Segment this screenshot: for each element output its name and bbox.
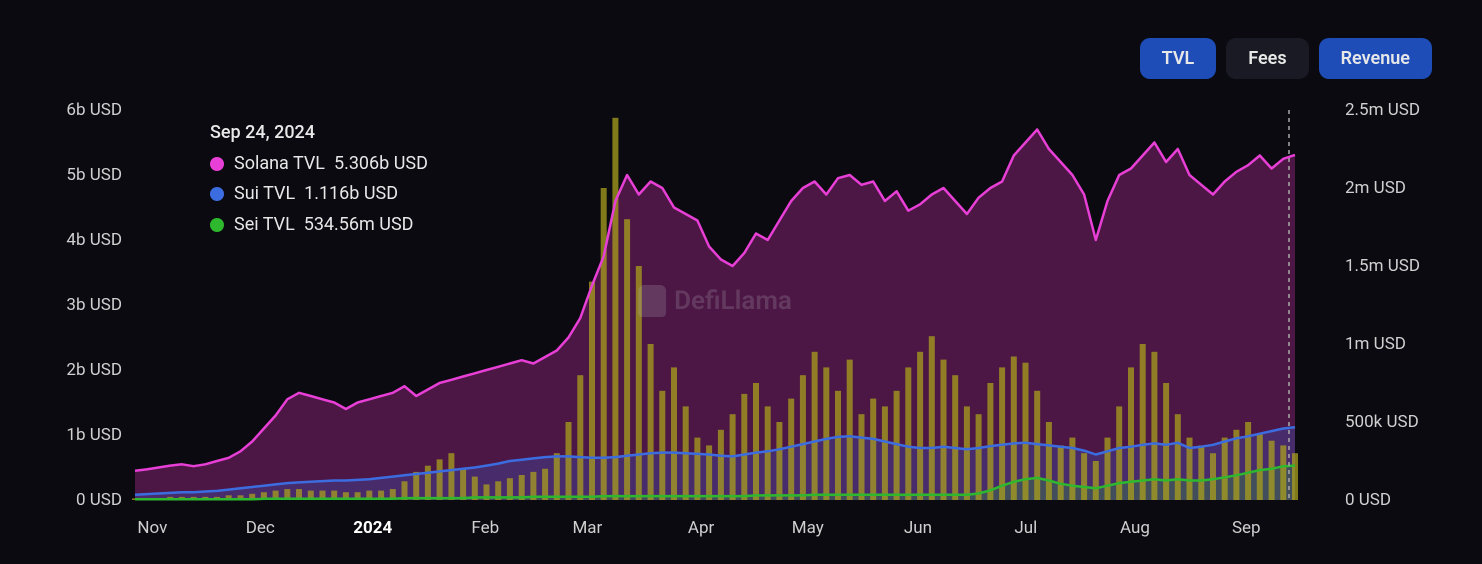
legend-dot-icon — [210, 157, 224, 171]
y-tick-left: 2b USD — [66, 360, 122, 380]
x-tick: Apr — [688, 518, 714, 538]
chart-container: TVL Fees Revenue 0 USD 1b USD 2b USD 3b USD… — [0, 0, 1482, 564]
y-tick-right: 2m USD — [1345, 178, 1406, 198]
x-tick: Mar — [572, 518, 602, 538]
tooltip-row: Solana TVL 5.306b USD — [210, 149, 428, 180]
tooltip-row: Sei TVL 534.56m USD — [210, 210, 428, 241]
tab-label: Revenue — [1341, 48, 1410, 69]
y-tick-left: 4b USD — [66, 230, 122, 250]
tooltip-label: Solana TVL 5.306b USD — [234, 149, 428, 180]
x-tick: Nov — [137, 518, 167, 538]
legend-dot-icon — [210, 187, 224, 201]
tooltip-date: Sep 24, 2024 — [210, 118, 428, 149]
y-tick-left: 5b USD — [66, 165, 122, 185]
x-tick: Feb — [471, 518, 499, 538]
x-tick: Aug — [1120, 518, 1150, 538]
y-axis-right: 0 USD500k USD1m USD1.5m USD2m USD2.5m US… — [1337, 100, 1482, 500]
x-tick: Dec — [246, 518, 275, 538]
tooltip-label: Sei TVL 534.56m USD — [234, 210, 413, 241]
tab-label: Fees — [1248, 48, 1286, 69]
metric-tabs: TVL Fees Revenue — [1140, 38, 1432, 79]
tab-tvl[interactable]: TVL — [1140, 38, 1217, 79]
y-axis-left: 0 USD1b USD2b USD3b USD4b USD5b USD6b US… — [0, 100, 130, 500]
y-tick-right: 500k USD — [1345, 412, 1419, 432]
tab-fees[interactable]: Fees — [1226, 38, 1308, 79]
tooltip-row: Sui TVL 1.116b USD — [210, 179, 428, 210]
y-tick-left: 0 USD — [76, 490, 122, 510]
x-tick: Sep — [1232, 518, 1261, 538]
y-tick-right: 1.5m USD — [1345, 256, 1420, 276]
x-axis: Nov Dec 2024 Feb Mar Apr May Jun Jul Aug Sep — [135, 518, 1295, 548]
x-tick: Jun — [904, 518, 932, 538]
tab-revenue[interactable]: Revenue — [1319, 38, 1432, 79]
x-tick: 2024 — [353, 518, 392, 538]
chart-tooltip: Sep 24, 2024 Solana TVL 5.306b USD Sui T… — [210, 118, 428, 240]
tooltip-label: Sui TVL 1.116b USD — [234, 179, 398, 210]
x-tick: May — [792, 518, 824, 538]
y-tick-right: 2.5m USD — [1345, 100, 1420, 120]
y-tick-left: 6b USD — [66, 100, 122, 120]
legend-dot-icon — [210, 218, 224, 232]
y-tick-left: 1b USD — [66, 425, 122, 445]
y-tick-left: 3b USD — [66, 295, 122, 315]
y-tick-right: 1m USD — [1345, 334, 1406, 354]
tab-label: TVL — [1162, 48, 1195, 69]
y-tick-right: 0 USD — [1345, 490, 1391, 510]
x-tick: Jul — [1014, 518, 1037, 538]
